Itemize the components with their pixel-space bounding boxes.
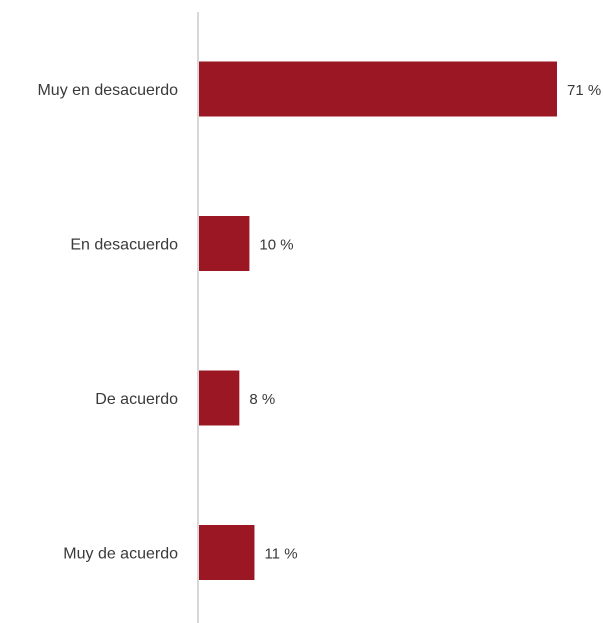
category-label-en-desacuerdo: En desacuerdo bbox=[70, 237, 178, 254]
bar-muy-en-desacuerdo bbox=[199, 61, 557, 117]
bar-muy-de-acuerdo bbox=[199, 525, 255, 580]
category-label-de-acuerdo: De acuerdo bbox=[95, 391, 178, 408]
value-label-muy-de-acuerdo: 11 % bbox=[264, 546, 297, 563]
value-label-muy-en-desacuerdo: 71 % bbox=[567, 82, 601, 99]
value-label-en-desacuerdo: 10 % bbox=[259, 237, 293, 254]
bar-en-desacuerdo bbox=[199, 216, 250, 271]
labels-group: Muy en desacuerdo 71 % En desacuerdo 10 % De… bbox=[37, 82, 601, 563]
bar-de-acuerdo bbox=[199, 370, 240, 426]
category-label-muy-en-desacuerdo: Muy en desacuerdo bbox=[37, 82, 178, 99]
value-label-de-acuerdo: 8 % bbox=[249, 391, 275, 408]
category-label-muy-de-acuerdo: Muy de acuerdo bbox=[63, 546, 178, 563]
bars-group bbox=[199, 61, 557, 580]
